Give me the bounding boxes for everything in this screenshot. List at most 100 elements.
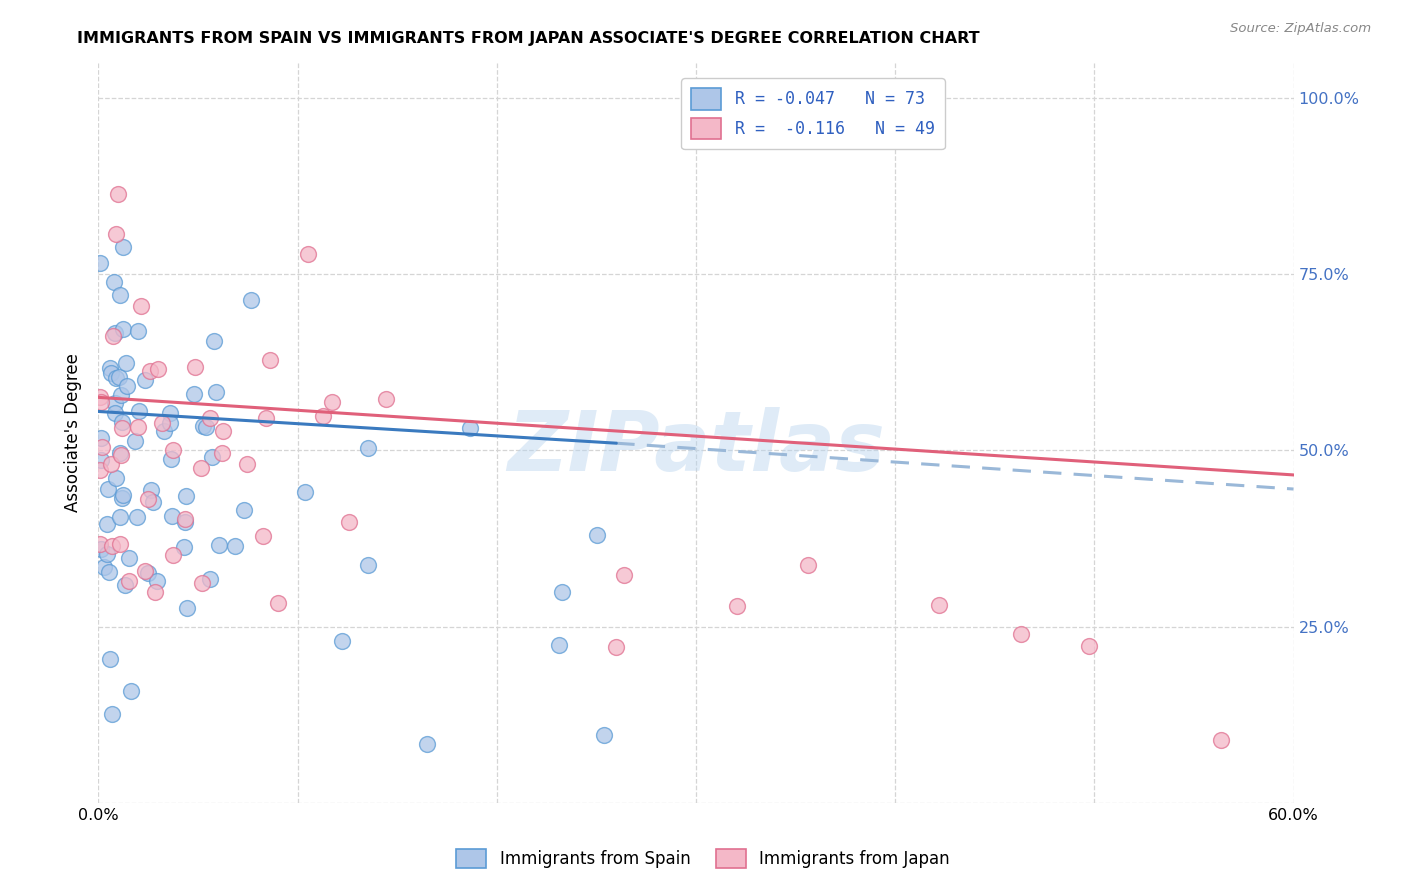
Point	[592, 728, 614, 742]
Point	[585, 527, 607, 541]
Point	[90, 542, 112, 557]
Point	[146, 574, 169, 588]
Point	[198, 411, 221, 425]
Point	[252, 529, 274, 543]
Point	[1010, 627, 1032, 641]
Point	[224, 540, 246, 554]
Point	[93, 560, 115, 574]
Point	[89, 463, 111, 477]
Point	[205, 385, 228, 400]
Point	[1078, 639, 1101, 653]
Point	[143, 585, 166, 599]
Point	[294, 485, 316, 500]
Text: Source: ZipAtlas.com: Source: ZipAtlas.com	[1230, 22, 1371, 36]
Point	[266, 596, 288, 610]
Point	[337, 516, 360, 530]
Point	[108, 446, 131, 460]
Point	[110, 510, 132, 524]
Point	[105, 471, 128, 485]
Point	[174, 512, 197, 526]
Point	[100, 367, 122, 381]
Point	[357, 442, 380, 456]
Point	[330, 633, 353, 648]
Legend: R = -0.047   N = 73, R =  -0.116   N = 49: R = -0.047 N = 73, R = -0.116 N = 49	[682, 78, 945, 149]
Point	[101, 706, 124, 721]
Point	[176, 489, 198, 503]
Point	[90, 395, 112, 409]
Point	[152, 424, 174, 438]
Point	[101, 328, 124, 343]
Point	[211, 446, 233, 460]
Point	[605, 640, 627, 654]
Point	[134, 564, 156, 578]
Point	[128, 403, 150, 417]
Point	[98, 361, 121, 376]
Point	[254, 411, 277, 425]
Point	[202, 334, 225, 349]
Point	[98, 652, 121, 666]
Legend: Immigrants from Spain, Immigrants from Japan: Immigrants from Spain, Immigrants from J…	[450, 842, 956, 875]
Point	[150, 417, 173, 431]
Point	[107, 186, 129, 201]
Point	[190, 461, 212, 475]
Point	[97, 565, 120, 579]
Point	[208, 538, 231, 552]
Point	[160, 508, 183, 523]
Point	[104, 370, 127, 384]
Point	[297, 247, 319, 261]
Point	[548, 638, 571, 652]
Point	[374, 392, 396, 406]
Point	[110, 388, 132, 402]
Point	[160, 451, 183, 466]
Point	[159, 416, 181, 430]
Point	[101, 540, 124, 554]
Point	[112, 240, 135, 254]
Point	[162, 548, 184, 562]
Point	[105, 227, 128, 241]
Point	[115, 355, 138, 369]
Point	[89, 537, 111, 551]
Point	[90, 440, 112, 454]
Point	[235, 458, 257, 472]
Point	[96, 547, 118, 561]
Point	[194, 419, 217, 434]
Point	[1209, 733, 1232, 747]
Point	[142, 495, 165, 509]
Point	[201, 450, 224, 464]
Point	[104, 396, 127, 410]
Point	[725, 599, 748, 614]
Point	[162, 442, 184, 457]
Point	[127, 420, 149, 434]
Point	[117, 574, 139, 589]
Point	[100, 457, 122, 471]
Point	[312, 409, 335, 424]
Y-axis label: Associate's Degree: Associate's Degree	[65, 353, 83, 512]
Point	[139, 483, 162, 497]
Point	[357, 558, 380, 572]
Point	[90, 452, 112, 467]
Point	[97, 482, 120, 496]
Point	[90, 431, 112, 445]
Point	[211, 424, 233, 438]
Point	[232, 503, 254, 517]
Point	[89, 390, 111, 404]
Point	[96, 516, 118, 531]
Point	[124, 434, 146, 449]
Point	[115, 379, 138, 393]
Point	[176, 601, 198, 615]
Text: IMMIGRANTS FROM SPAIN VS IMMIGRANTS FROM JAPAN ASSOCIATE'S DEGREE CORRELATION CH: IMMIGRANTS FROM SPAIN VS IMMIGRANTS FROM…	[77, 31, 980, 46]
Point	[613, 567, 636, 582]
Point	[111, 421, 134, 435]
Point	[797, 558, 820, 572]
Point	[173, 541, 195, 555]
Point	[89, 255, 111, 269]
Point	[110, 449, 132, 463]
Point	[416, 737, 439, 751]
Point	[111, 491, 134, 506]
Point	[183, 387, 205, 401]
Point	[111, 415, 134, 429]
Point	[146, 362, 169, 376]
Point	[134, 373, 156, 387]
Point	[118, 551, 141, 566]
Point	[240, 293, 263, 307]
